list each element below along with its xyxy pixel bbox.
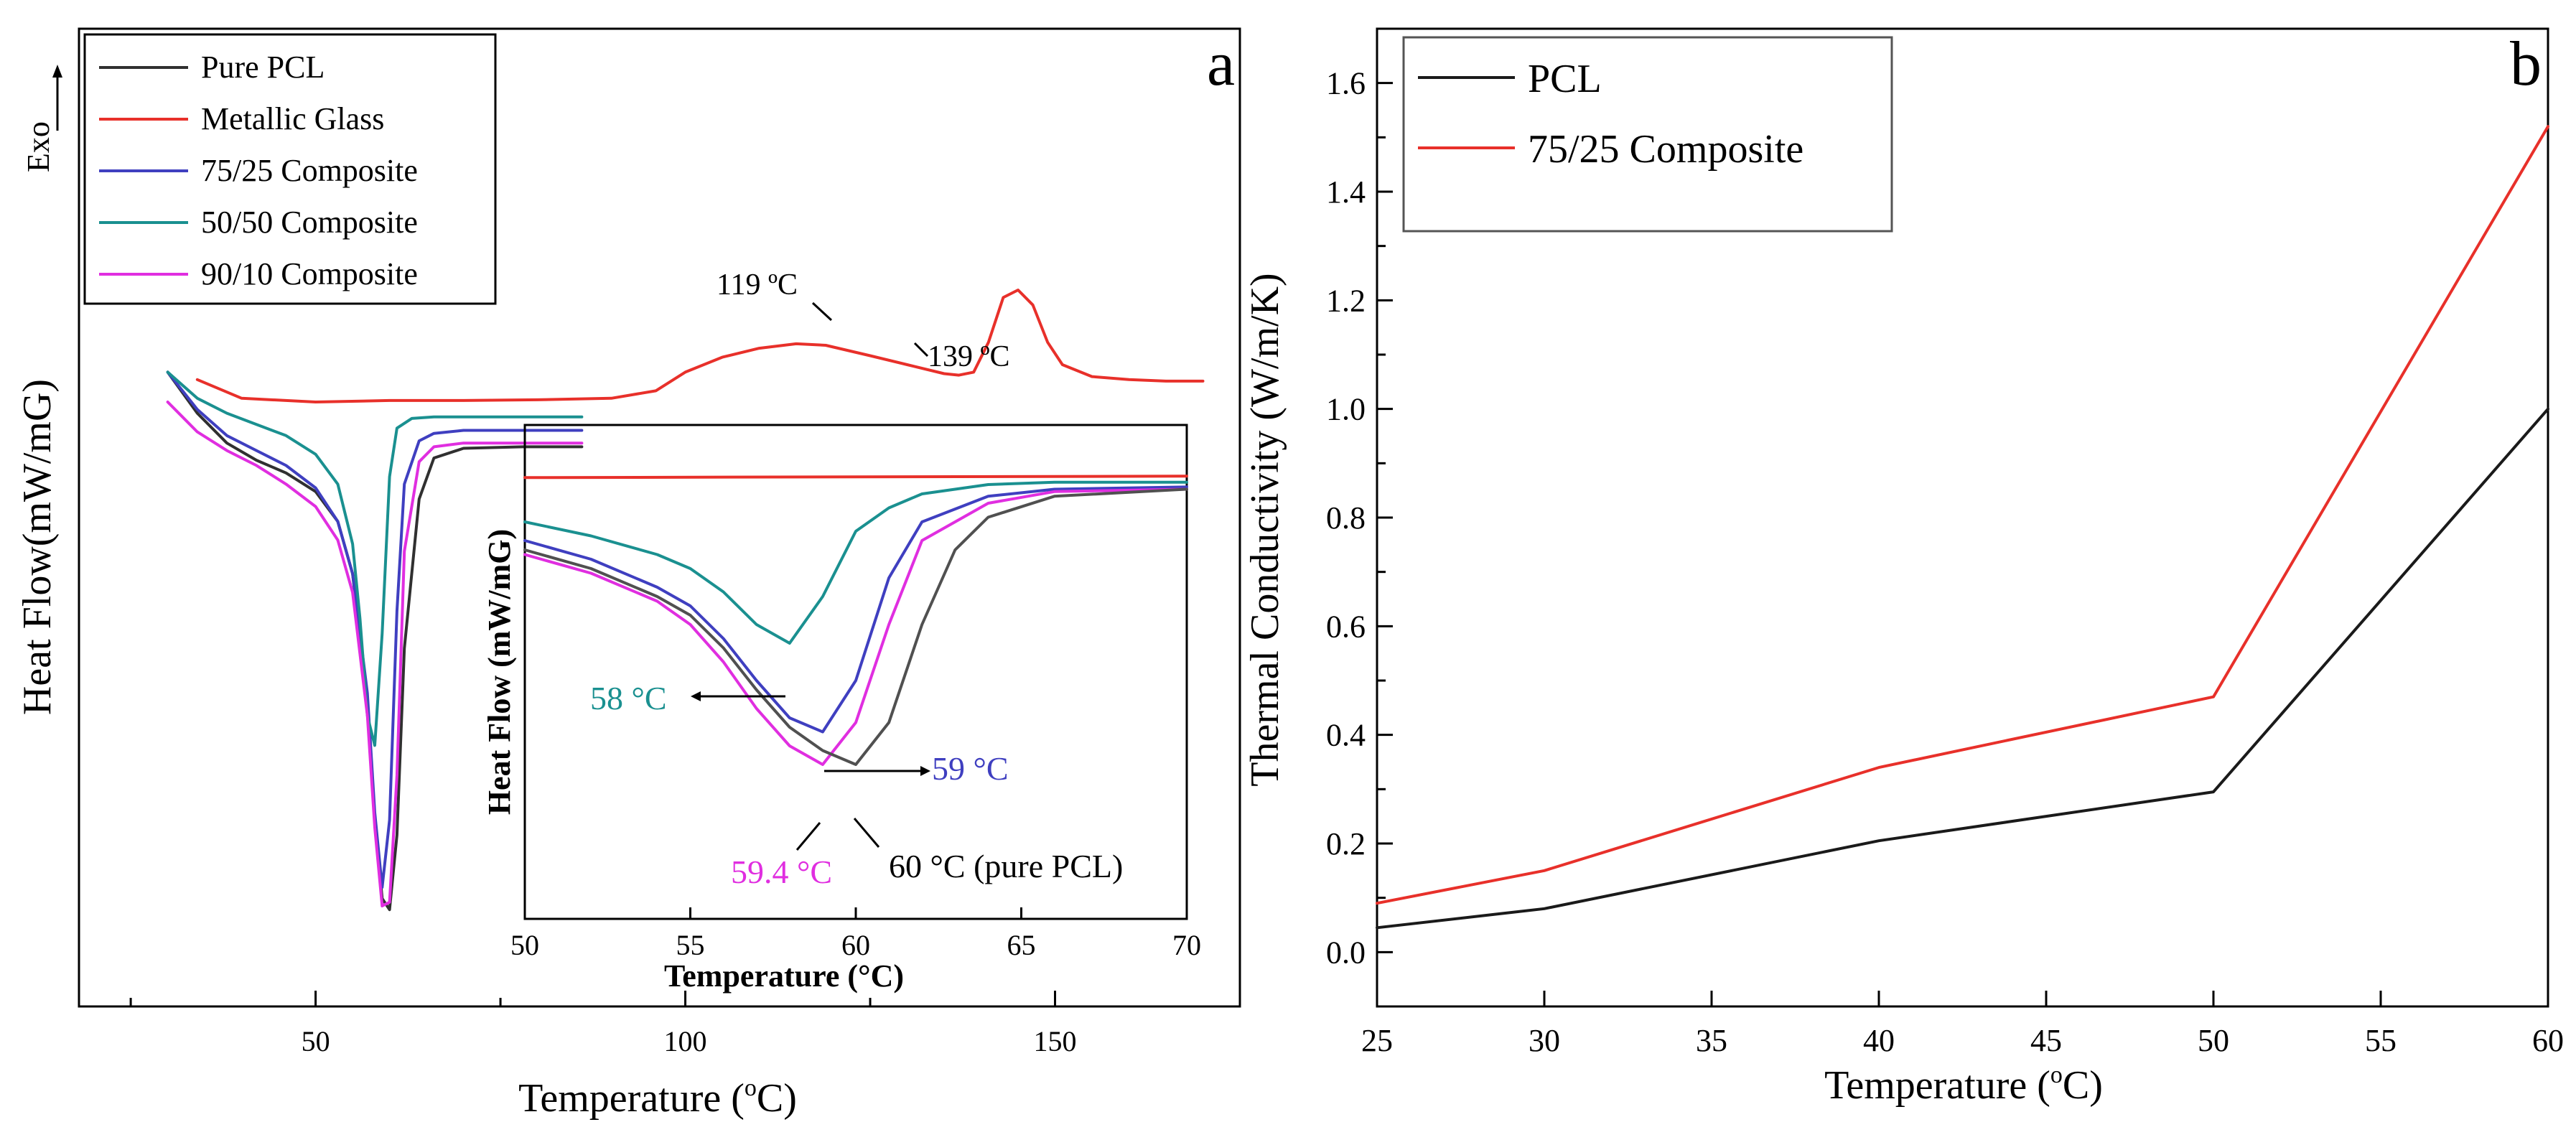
panel-a-x-tick-label-100: 100 <box>664 1025 707 1057</box>
inset-x-tick-label-50: 50 <box>510 929 539 961</box>
panel-b-legend-box <box>1402 36 1893 233</box>
panel-b-legend-label-pcl: PCL <box>1528 57 1602 101</box>
legend-label-75-25-composite: 75/25 Composite <box>201 153 418 188</box>
inset-annotation-58-arrowhead-icon <box>691 691 701 701</box>
panel-b-x-tick-label-55: 55 <box>2365 1023 2397 1058</box>
panel-b-legend-label-75-25-composite: 75/25 Composite <box>1528 127 1803 172</box>
panel-a: a Exo Heat Flow(mW/mG) Temperature (oC) … <box>15 27 1241 1121</box>
panel-a-plot-frame <box>78 27 1241 1008</box>
inset-annotation-60-pointer <box>853 818 880 848</box>
legend-label-pure-pcl: Pure PCL <box>201 50 325 85</box>
inset-series <box>523 475 1188 766</box>
inset-x-tick-label-70: 70 <box>1172 929 1201 961</box>
panel-b-y-tick-label-0-0: 0.0 <box>1326 935 1366 970</box>
panel-a-legend-box <box>83 33 497 305</box>
panel-b-series-75-25-composite <box>1376 125 2549 905</box>
panel-b-series-pcl <box>1376 407 2549 930</box>
panel-b-y-tick-label-1-4: 1.4 <box>1326 174 1366 210</box>
annotation-119-pointer <box>811 302 833 322</box>
annotation-139: 139 ºC <box>928 340 1010 373</box>
legend-label-50-50-composite: 50/50 Composite <box>201 205 418 240</box>
inset-annotation-59-arrowhead-icon <box>920 766 930 776</box>
panel-b-y-tick-label-0-8: 0.8 <box>1326 500 1366 536</box>
panel-b-series <box>1376 125 2549 930</box>
panel-b-y-tick-label-1-6: 1.6 <box>1326 66 1366 101</box>
panel-b-x-tick-label-40: 40 <box>1863 1023 1895 1058</box>
panel-a-x-axis-title: Temperature (oC) <box>518 1075 797 1121</box>
panel-b-label: b <box>2510 29 2542 99</box>
panel-a-annotations: 119 ºC 139 ºC <box>717 268 1010 373</box>
exo-label: Exo <box>21 121 56 172</box>
inset-x-tick-label-60: 60 <box>841 929 870 961</box>
inset-x-axis-title: Temperature (°C) <box>664 958 904 994</box>
panel-a-x-ticks: 50 100 150 <box>129 991 1241 1057</box>
inset-x-tick-label-65: 65 <box>1007 929 1036 961</box>
legend-label-90-10-composite: 90/10 Composite <box>201 256 418 291</box>
inset-series-50-50-composite <box>523 480 1188 645</box>
panel-b-y-axis-title: Thermal Conductivity (W/m/K) <box>1243 273 1287 786</box>
panel-b-y-tick-label-1-0: 1.0 <box>1326 392 1366 427</box>
inset-series-75-25-composite <box>523 485 1188 734</box>
panel-a-series <box>166 289 1205 912</box>
inset-annotation-59-4: 59.4 °C <box>731 854 832 890</box>
inset-x-tick-label-55: 55 <box>676 929 705 961</box>
inset-annotations: 58 °C 59 °C 59.4 °C 60 °C (pure PCL) <box>590 680 1123 890</box>
panel-b-x-tick-label-50: 50 <box>2198 1023 2229 1058</box>
panel-b-y-tick-label-1-2: 1.2 <box>1326 283 1366 318</box>
inset-annotation-58: 58 °C <box>590 680 667 716</box>
inset-series-90-10-composite <box>523 487 1188 766</box>
panel-b-x-title-degree: o <box>2050 1062 2063 1088</box>
panel-b-legend: PCL 75/25 Composite <box>1402 36 1893 233</box>
panel-b-x-tick-label-45: 45 <box>2030 1023 2062 1058</box>
panel-a-x-title-text: Temperature <box>518 1076 721 1121</box>
series-metallic-glass <box>195 289 1205 403</box>
panel-b-x-tick-label-30: 30 <box>1529 1023 1560 1058</box>
panel-b-x-title-unit: C <box>2063 1063 2089 1108</box>
panel-a-x-title-unit: C <box>757 1076 783 1121</box>
inset-annotation-60: 60 °C (pure PCL) <box>889 848 1123 884</box>
legend-label-metallic-glass: Metallic Glass <box>201 101 384 136</box>
panel-b-y-tick-label-0-2: 0.2 <box>1326 826 1366 861</box>
annotation-139-pointer <box>913 342 929 357</box>
series-90-10-composite <box>166 401 584 907</box>
panel-a-x-tick-label-150: 150 <box>1034 1025 1077 1057</box>
panel-a-legend: Pure PCL Metallic Glass 75/25 Composite 50/… <box>83 33 497 305</box>
panel-a-x-title-degree: o <box>745 1075 757 1101</box>
inset-series-metallic-glass <box>523 475 1188 480</box>
exo-arrowhead-icon <box>52 65 62 78</box>
panel-b-x-axis-title: Temperature (oC) <box>1824 1062 2103 1108</box>
inset-annotation-59: 59 °C <box>932 750 1009 787</box>
panel-a-y-axis-title: Heat Flow(mW/mG) <box>15 379 60 715</box>
inset-y-axis-title: Heat Flow (mW/mG) <box>482 529 517 815</box>
exo-indicator: Exo <box>21 65 62 172</box>
panel-b-x-tick-label-25: 25 <box>1361 1023 1393 1058</box>
panel-b-x-tick-label-35: 35 <box>1696 1023 1727 1058</box>
inset-series-pure-pcl <box>523 487 1188 766</box>
panel-b-x-title-text: Temperature <box>1824 1063 2027 1108</box>
annotation-119: 119 ºC <box>717 268 798 302</box>
panel-b-ticks: 25 30 35 40 45 50 55 60 0.0 0.2 0.4 0.6 0.8 1.0 1.2 1.4… <box>1326 27 2564 1058</box>
panel-b: b Thermal Conductivity (W/m/K) Temperatu… <box>1243 27 2564 1108</box>
panel-b-y-tick-label-0-6: 0.6 <box>1326 609 1366 644</box>
series-50-50-composite <box>166 370 584 747</box>
panel-b-y-tick-label-0-4: 0.4 <box>1326 718 1366 753</box>
inset-chart: Heat Flow (mW/mG) Temperature (°C) 50 55 6… <box>482 424 1201 994</box>
inset-frame <box>523 424 1188 920</box>
panel-b-x-tick-label-60: 60 <box>2532 1023 2564 1058</box>
inset-annotation-59-4-pointer <box>795 822 821 851</box>
panel-a-label: a <box>1207 29 1235 99</box>
panel-a-x-tick-label-50: 50 <box>302 1025 330 1057</box>
inset-x-ticks: 50 55 60 65 70 <box>510 907 1201 961</box>
